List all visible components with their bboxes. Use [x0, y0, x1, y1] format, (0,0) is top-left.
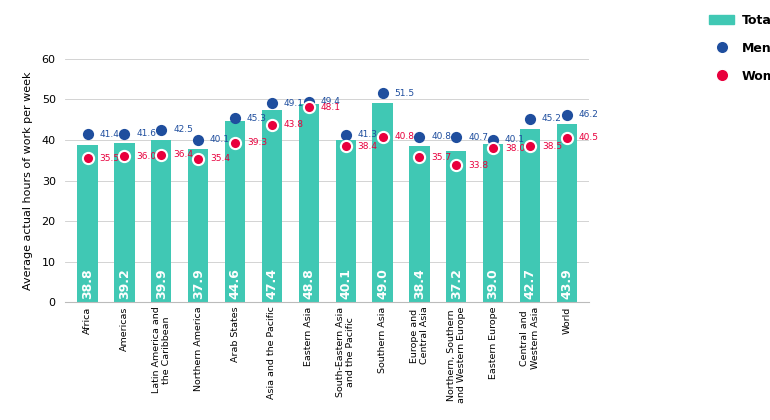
Text: 40.1: 40.1	[340, 268, 352, 299]
Text: 40.7: 40.7	[468, 133, 488, 142]
Bar	[262, 110, 282, 302]
Text: 35.7: 35.7	[431, 153, 451, 162]
Text: 47.4: 47.4	[266, 268, 279, 299]
Bar	[557, 124, 577, 302]
Point	[156, 126, 168, 133]
Text: 41.6: 41.6	[136, 129, 156, 138]
Text: 41.3: 41.3	[357, 130, 377, 139]
Bar	[299, 104, 319, 302]
Point	[524, 143, 536, 150]
Text: 43.8: 43.8	[283, 120, 303, 129]
Text: 39.2: 39.2	[118, 268, 131, 299]
Text: 49.4: 49.4	[320, 97, 340, 106]
Bar	[78, 145, 98, 302]
Point	[266, 121, 278, 128]
Text: 39.0: 39.0	[487, 268, 500, 299]
Text: 39.3: 39.3	[247, 138, 267, 147]
Text: 48.8: 48.8	[303, 268, 315, 299]
Bar	[373, 103, 393, 302]
Point	[413, 154, 426, 161]
Text: 37.2: 37.2	[450, 268, 463, 299]
Text: 35.5: 35.5	[99, 154, 119, 163]
Point	[487, 136, 499, 143]
Text: 49.1: 49.1	[283, 99, 303, 108]
Text: 45.2: 45.2	[542, 114, 562, 123]
Text: 36.0: 36.0	[136, 152, 156, 161]
Legend: Total, Men, Women: Total, Men, Women	[703, 7, 770, 89]
Text: 36.4: 36.4	[173, 150, 193, 159]
Point	[413, 134, 426, 140]
Text: 44.6: 44.6	[229, 268, 242, 299]
Point	[377, 90, 389, 97]
Text: 33.8: 33.8	[468, 161, 488, 170]
Bar	[114, 143, 135, 302]
Text: 40.1: 40.1	[505, 135, 525, 144]
Bar	[410, 147, 430, 302]
Text: 51.5: 51.5	[394, 89, 414, 98]
Text: 40.8: 40.8	[431, 132, 451, 141]
Text: 38.5: 38.5	[542, 142, 562, 151]
Point	[303, 104, 315, 110]
Text: 48.1: 48.1	[320, 102, 340, 112]
Point	[82, 131, 94, 138]
Text: 42.5: 42.5	[173, 125, 193, 134]
Text: 35.4: 35.4	[210, 154, 230, 163]
Point	[561, 111, 573, 118]
Point	[487, 145, 499, 152]
Bar	[151, 140, 172, 302]
Bar	[336, 139, 356, 302]
Text: 37.9: 37.9	[192, 268, 205, 299]
Point	[377, 134, 389, 140]
Point	[524, 116, 536, 122]
Point	[156, 151, 168, 158]
Bar	[520, 129, 541, 302]
Text: 49.0: 49.0	[376, 268, 389, 299]
Text: 38.0: 38.0	[505, 144, 525, 152]
Point	[119, 130, 131, 137]
Text: 38.4: 38.4	[413, 268, 426, 299]
Text: 45.3: 45.3	[247, 114, 267, 123]
Point	[229, 139, 241, 146]
Text: 42.7: 42.7	[524, 268, 537, 299]
Point	[450, 134, 463, 141]
Point	[266, 100, 278, 106]
Point	[229, 115, 241, 122]
Bar	[483, 144, 504, 302]
Point	[561, 134, 573, 141]
Point	[340, 143, 352, 150]
Text: 43.9: 43.9	[561, 268, 574, 299]
Bar	[225, 121, 245, 302]
Point	[303, 98, 315, 105]
Point	[119, 153, 131, 160]
Text: 38.4: 38.4	[357, 142, 377, 151]
Point	[450, 162, 463, 168]
Point	[192, 136, 204, 143]
Text: 40.1: 40.1	[210, 135, 230, 144]
Point	[192, 155, 204, 162]
Text: 46.2: 46.2	[579, 110, 598, 119]
Y-axis label: Average actual hours of work per week: Average actual hours of work per week	[23, 71, 33, 290]
Text: 41.4: 41.4	[99, 130, 119, 139]
Bar	[446, 151, 467, 302]
Text: 40.8: 40.8	[394, 132, 414, 141]
Text: 39.9: 39.9	[155, 268, 168, 299]
Bar	[188, 149, 209, 302]
Text: 38.8: 38.8	[81, 268, 94, 299]
Point	[82, 155, 94, 162]
Point	[340, 131, 352, 138]
Text: 40.5: 40.5	[579, 134, 599, 142]
